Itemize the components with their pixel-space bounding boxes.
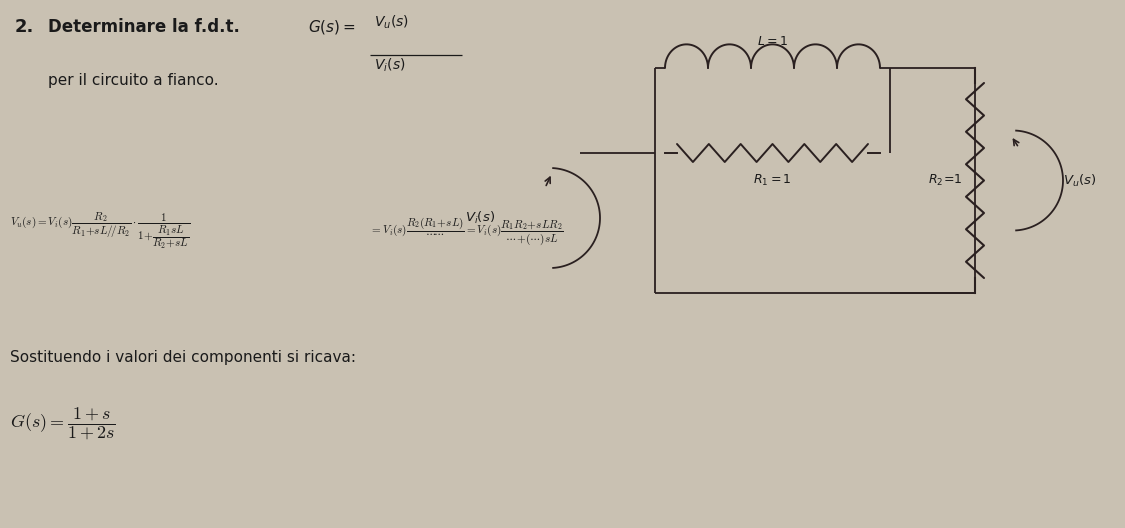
Text: $V_u(s)$: $V_u(s)$ <box>374 14 408 31</box>
Text: $V_i(s)$: $V_i(s)$ <box>374 57 405 74</box>
Text: Sostituendo i valori dei componenti si ricava:: Sostituendo i valori dei componenti si r… <box>10 350 356 365</box>
Text: $V_u(s)$: $V_u(s)$ <box>1063 173 1097 188</box>
Text: $V_i(s)$: $V_i(s)$ <box>465 210 495 226</box>
Text: Determinare la f.d.t.: Determinare la f.d.t. <box>48 18 240 36</box>
Text: $G(s)=\dfrac{1+s}{1+2s}$: $G(s)=\dfrac{1+s}{1+2s}$ <box>10 406 116 442</box>
Text: $R_1=1$: $R_1=1$ <box>753 173 792 188</box>
Text: $V_u(s)=V_i(s)\dfrac{R_2}{R_1\!+\!sL/\!/R_2}\cdot\dfrac{1}{1\!+\!\dfrac{R_1 sL}{: $V_u(s)=V_i(s)\dfrac{R_2}{R_1\!+\!sL/\!/… <box>10 211 191 251</box>
Text: $G(s)=$: $G(s)=$ <box>308 18 356 36</box>
Text: $L=1$: $L=1$ <box>757 35 787 48</box>
Text: $R_2\!=\!1$: $R_2\!=\!1$ <box>928 173 963 188</box>
Text: 2.: 2. <box>15 18 35 36</box>
Text: $=V_i(s)\dfrac{R_2(R_1\!+\!sL)}{\cdots\!\cdots}$$=V_i(s)\dfrac{R_1R_2\!+\!sLR_2}: $=V_i(s)\dfrac{R_2(R_1\!+\!sL)}{\cdots\!… <box>370 215 564 247</box>
Text: per il circuito a fianco.: per il circuito a fianco. <box>48 73 218 88</box>
